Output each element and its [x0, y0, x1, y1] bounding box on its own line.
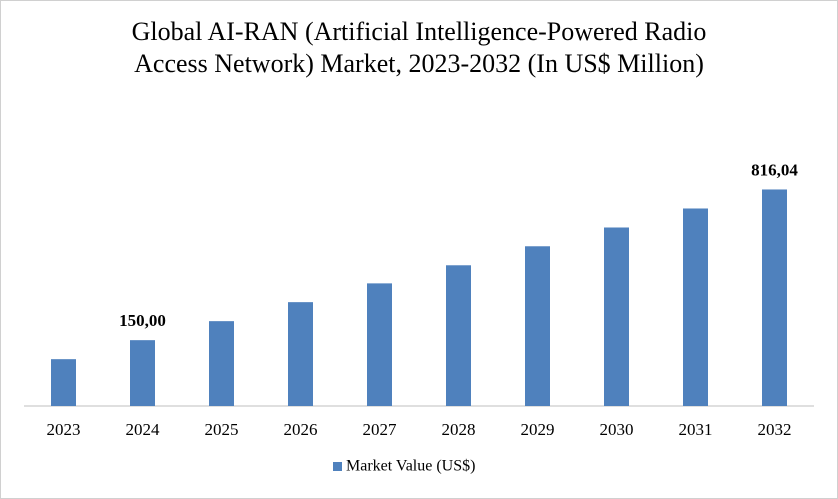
chart-title: Global AI-RAN (Artificial Intelligence-P…	[131, 17, 707, 78]
bar	[604, 227, 629, 406]
x-tick-label: 2025	[205, 420, 239, 439]
bar	[762, 189, 787, 406]
legend-swatch	[333, 462, 342, 471]
bar	[288, 302, 313, 406]
bar	[525, 246, 550, 406]
bar	[446, 265, 471, 406]
x-tick-label: 2032	[758, 420, 792, 439]
bar	[51, 359, 76, 406]
x-tick-label: 2026	[284, 420, 318, 439]
x-tick-label: 2024	[126, 420, 161, 439]
data-label: 150,00	[119, 311, 166, 330]
legend-label: Market Value (US$)	[346, 458, 475, 475]
x-tick-label: 2031	[679, 420, 713, 439]
x-tick-label: 2028	[442, 420, 476, 439]
data-label: 816,04	[751, 160, 798, 179]
x-tick-label: 2029	[521, 420, 555, 439]
bar	[130, 340, 155, 406]
bar	[683, 208, 708, 406]
x-tick-label: 2030	[600, 420, 634, 439]
x-tick-label: 2027	[363, 420, 398, 439]
x-tick-label: 2023	[47, 420, 81, 439]
bar	[367, 283, 392, 406]
bar	[209, 321, 234, 406]
